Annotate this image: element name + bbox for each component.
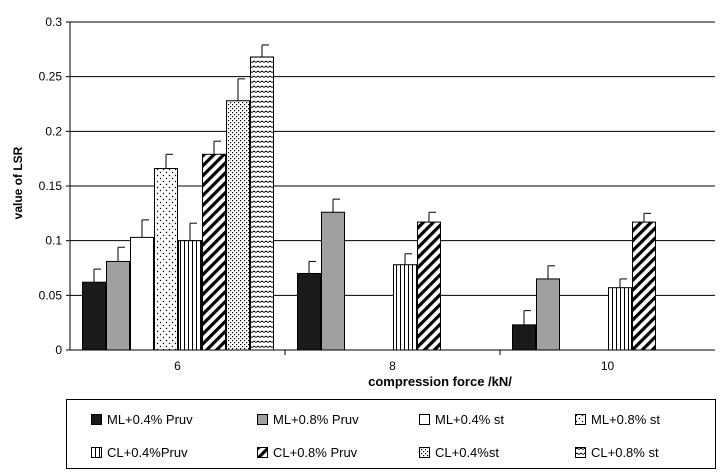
x-tick-label: 6: [174, 359, 181, 373]
bar: [226, 100, 250, 351]
legend-label: ML+0.4% Pruv: [107, 412, 193, 427]
bar: [632, 221, 656, 351]
legend-swatch: [91, 447, 102, 458]
bar: [82, 281, 106, 351]
bar: [393, 264, 417, 351]
y-tick-label: 0.05: [39, 288, 63, 302]
bar: [417, 221, 441, 351]
legend-item: CL+0.4%st: [419, 445, 499, 460]
bar: [202, 153, 226, 351]
legend-item: ML+0.4% Pruv: [91, 412, 193, 427]
legend-item: ML+0.8% st: [575, 412, 660, 427]
y-tick-label: 0: [55, 343, 62, 357]
bar-chart: 0 0.05 0.1 0.15 0.2 0.25 0.3 6 8 10 value of LSR…: [11, 15, 715, 389]
y-tick-label: 0.2: [45, 124, 62, 138]
bar: [536, 278, 560, 351]
legend-swatch: [91, 414, 102, 425]
legend-swatch: [257, 414, 268, 425]
legend-label: ML+0.8% Pruv: [273, 412, 359, 427]
legend-swatch: [419, 447, 430, 458]
bar: [130, 236, 154, 351]
legend-item: CL+0.4%Pruv: [91, 445, 188, 460]
x-tick-label: 8: [389, 359, 396, 373]
axes: [69, 22, 715, 355]
bar: [608, 287, 632, 351]
legend-item: CL+0.8% st: [575, 445, 659, 460]
legend-swatch: [575, 447, 586, 458]
y-axis-label: value of LSR: [11, 146, 25, 219]
legend-swatch: [575, 414, 586, 425]
legend-label: ML+0.8% st: [591, 412, 661, 427]
y-tick-labels: 0 0.05 0.1 0.15 0.2 0.25 0.3: [39, 15, 70, 357]
bar: [250, 56, 274, 351]
legend-label: ML+0.4% st: [435, 412, 505, 427]
legend-label: CL+0.8% Pruv: [273, 445, 358, 460]
x-tick-label: 10: [601, 359, 615, 373]
bar: [106, 260, 130, 351]
legend-swatch: [419, 414, 430, 425]
legend-label: CL+0.4%st: [435, 445, 499, 460]
bar: [512, 324, 536, 351]
legend: ML+0.4% Pruv ML+0.8% Pruv ML+0.4% st ML+0.8…: [66, 399, 716, 469]
legend-item: CL+0.8% Pruv: [257, 445, 357, 460]
x-tick-labels: 6 8 10: [174, 359, 614, 373]
legend-label: CL+0.8% st: [591, 445, 659, 460]
bar: [297, 272, 321, 351]
error-bars: [93, 44, 651, 325]
legend-item: ML+0.8% Pruv: [257, 412, 359, 427]
y-tick-label: 0.3: [45, 15, 62, 29]
bar: [154, 168, 178, 351]
legend-item: ML+0.4% st: [419, 412, 504, 427]
bar: [321, 211, 345, 351]
legend-swatch: [257, 447, 268, 458]
y-tick-label: 0.15: [39, 179, 63, 193]
bar: [178, 240, 202, 351]
y-tick-label: 0.25: [39, 70, 63, 84]
bars: [82, 56, 656, 351]
x-axis-label: compression force /kN/: [368, 374, 512, 389]
legend-label: CL+0.4%Pruv: [107, 445, 188, 460]
y-tick-label: 0.1: [45, 234, 62, 248]
